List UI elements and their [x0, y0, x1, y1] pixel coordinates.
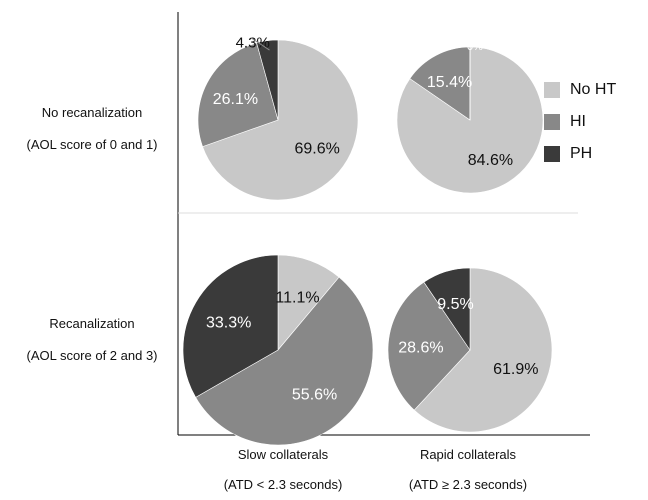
pie-slice-no-ht — [413, 267, 553, 433]
row-label-line1: No recanalization — [41, 105, 143, 120]
pie-data-label-hi: 15.4% — [427, 74, 472, 91]
row-label-line2: (AOL score of 0 and 1) — [26, 137, 158, 152]
col-label-line1: Slow collaterals — [237, 447, 329, 462]
col-label-line2: (ATD ≥ 2.3 seconds) — [408, 477, 528, 492]
pie-data-label-ph: 9.5% — [437, 296, 473, 313]
pie-data-label-ph: 33.3% — [206, 314, 251, 331]
row-label-no-recanalization: No recanalization (AOL score of 0 and 1) — [2, 97, 182, 161]
pie-leader-line — [250, 37, 270, 51]
pie-slice-hi — [197, 42, 279, 148]
pie-data-label-no-ht: 61.9% — [493, 361, 538, 378]
pie-data-label-ph: 0% — [467, 41, 483, 53]
pie-data-label-ph: 4.3% — [236, 35, 270, 52]
pie-slice-hi — [387, 281, 471, 411]
col-label-line2: (ATD < 2.3 seconds) — [223, 477, 343, 492]
legend-entry-no-ht: No HT — [570, 81, 617, 98]
pie-data-label-hi: 28.6% — [398, 339, 443, 356]
row-label-line2: (AOL score of 2 and 3) — [26, 348, 158, 363]
pie-slice-no-ht — [202, 39, 359, 201]
pie-r0-c1: 84.6% 15.4% 0% — [396, 41, 544, 194]
pie-slice-ph — [423, 267, 471, 351]
pie-slice-no-ht — [396, 46, 544, 194]
col-label-slow-collaterals: Slow collaterals (ATD < 2.3 seconds) — [183, 440, 383, 500]
col-label-rapid-collaterals: Rapid collaterals (ATD ≥ 2.3 seconds) — [368, 440, 568, 500]
pie-r1-c1: 61.9% 28.6% 9.5% — [387, 267, 553, 433]
pie-r1-c0: 11.1% 55.6% 33.3% — [182, 254, 374, 446]
pie-data-label-hi: 26.1% — [213, 91, 258, 108]
legend-entry-hi: HI — [570, 113, 586, 130]
pie-slice-ph — [256, 39, 279, 121]
col-label-line1: Rapid collaterals — [419, 447, 517, 462]
pie-data-label-hi: 55.6% — [292, 387, 337, 404]
pie-data-label-no-ht: 84.6% — [468, 152, 513, 169]
pie-r0-c0: 69.6% 26.1% 4.3% — [197, 35, 359, 201]
pie-slice-hi — [195, 276, 374, 446]
pie-slice-no-ht — [277, 254, 340, 351]
legend-entry-ph: PH — [570, 145, 593, 162]
legend-swatch-hi — [544, 114, 560, 130]
legend-swatch-ph — [544, 146, 560, 162]
figure: 69.6% 26.1% 4.3% 84.6% 15.4% 0% 11.1% 55.6% 33.3… — [2, 12, 617, 492]
pie-data-label-no-ht: 69.6% — [295, 141, 340, 158]
pie-data-label-no-ht: 11.1% — [275, 289, 319, 306]
pie-grid-chart: 69.6% 26.1% 4.3% 84.6% 15.4% 0% 11.1% 55.6% 33.3… — [177, 12, 590, 446]
row-label-recanalization: Recanalization (AOL score of 2 and 3) — [2, 308, 182, 372]
pie-slice-hi — [409, 46, 471, 121]
pie-slice-ph — [182, 254, 279, 398]
row-label-line1: Recanalization — [49, 316, 135, 331]
legend-swatch-no-ht — [544, 82, 560, 98]
